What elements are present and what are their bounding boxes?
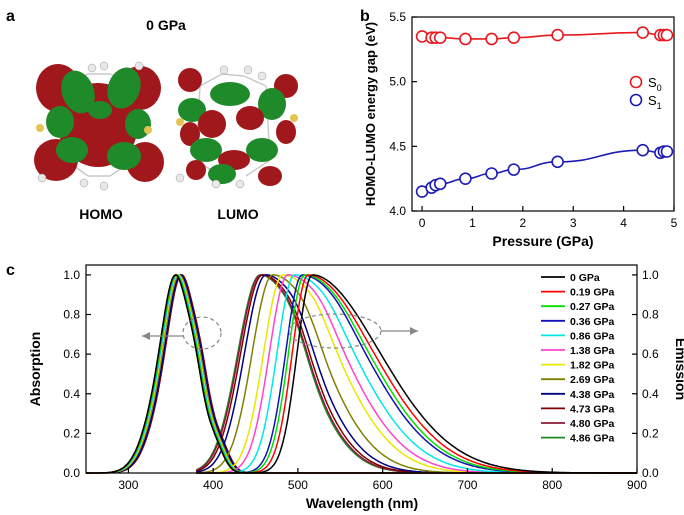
legend-marker-s1 xyxy=(629,93,643,107)
b-point-s1 xyxy=(433,177,447,191)
legend-marker-s0 xyxy=(629,75,643,89)
panel-b-fit-lines xyxy=(422,31,667,193)
panel-b-markers xyxy=(415,26,674,198)
legend-label-0-27: 0.27 GPa xyxy=(570,301,615,313)
c-ytick-label-left: 0.4 xyxy=(63,387,80,401)
panel-label-a: a xyxy=(6,8,15,25)
c-ytick-label-left: 0.6 xyxy=(63,347,80,361)
panel-b-axes: 0 1 2 3 4 5 4.0 4.5 5.0 5.5 xyxy=(389,10,677,230)
c-ytick-label-right: 0.4 xyxy=(642,387,659,401)
panel-a-title: 0 GPa xyxy=(146,17,186,33)
panel-b-frame xyxy=(411,16,675,212)
homo-label: HOMO xyxy=(79,206,123,222)
emission-arrowhead xyxy=(410,327,418,335)
b-ytick-label: 4.0 xyxy=(389,204,406,218)
c-ytick-label-left: 0.8 xyxy=(63,308,80,322)
legend-label-1-38: 1.38 GPa xyxy=(570,345,615,357)
panel-c-xlabel: Wavelength (nm) xyxy=(306,495,418,511)
b-xtick-label: 5 xyxy=(671,216,678,230)
panel-c-frame xyxy=(85,264,638,474)
b-ytick-label: 5.5 xyxy=(389,10,406,24)
legend-label-4-80: 4.80 GPa xyxy=(570,418,615,430)
c-ytick-label-right: 0.2 xyxy=(642,426,659,440)
panel-label-b: b xyxy=(360,8,370,25)
b-point-s1 xyxy=(485,167,498,180)
absorption-arrowhead xyxy=(142,332,150,340)
legend-label-0-19: 0.19 GPa xyxy=(570,287,615,299)
b-point-s1 xyxy=(660,145,674,158)
legend-label-4-38: 4.38 GPa xyxy=(570,389,615,401)
b-point-s0 xyxy=(433,31,447,44)
c-xtick-label: 400 xyxy=(203,478,223,492)
panel-b-xlabel: Pressure (GPa) xyxy=(492,233,593,249)
b-xtick-label: 1 xyxy=(469,216,476,230)
legend-label-0: 0 GPa xyxy=(570,272,600,284)
absorption-curve-0-86 xyxy=(86,274,637,474)
b-point-s0 xyxy=(507,31,521,44)
legend-label-s1: S1 xyxy=(648,93,662,111)
panel-c-spectra xyxy=(86,274,637,474)
legend-label-2-69: 2.69 GPa xyxy=(570,374,615,386)
panel-b-legend: S0 S1 xyxy=(629,75,662,111)
c-xtick-label: 700 xyxy=(457,478,477,492)
panel-c-legend: 0 GPa 0.19 GPa 0.27 GPa 0.36 GPa 0.86 GPa 1.3… xyxy=(541,272,615,445)
b-point-s1 xyxy=(507,163,521,176)
b-point-s0 xyxy=(636,26,650,39)
c-ytick-label-left: 1.0 xyxy=(63,268,80,282)
b-point-s1 xyxy=(459,172,472,185)
legend-label-4-86: 4.86 GPa xyxy=(570,433,615,445)
legend-label-0-86: 0.86 GPa xyxy=(570,330,615,342)
legend-label-4-73: 4.73 GPa xyxy=(570,403,615,415)
lumo-orbital-image xyxy=(175,65,298,189)
b-ytick-label: 4.5 xyxy=(389,139,406,153)
b-ytick-label: 5.0 xyxy=(389,75,406,89)
b-point-s1 xyxy=(551,155,564,169)
b-point-s0 xyxy=(551,28,564,42)
panel-label-c: c xyxy=(6,262,15,279)
b-point-s0 xyxy=(660,28,674,42)
c-ytick-label-right: 0.6 xyxy=(642,347,659,361)
c-ytick-label-left: 0.2 xyxy=(63,426,80,440)
lumo-label: LUMO xyxy=(217,206,258,222)
c-ytick-label-right: 0.8 xyxy=(642,308,659,322)
panel-a: a 0 GPa xyxy=(6,8,298,222)
b-point-s1 xyxy=(636,143,650,157)
panel-c-annotations xyxy=(142,313,418,350)
b-xtick-label: 3 xyxy=(570,216,577,230)
legend-label-0-36: 0.36 GPa xyxy=(570,316,615,328)
b-xtick-label: 2 xyxy=(520,216,527,230)
b-fit-line-s1 xyxy=(422,149,667,193)
b-point-s0 xyxy=(485,32,498,46)
homo-orbital-image xyxy=(34,61,164,191)
legend-label-s0: S0 xyxy=(648,75,662,93)
c-ytick-label-right: 0.0 xyxy=(642,466,659,480)
panel-b-ylabel: HOMO-LUMO energy gap (eV) xyxy=(363,22,378,206)
legend-label-1-82: 1.82 GPa xyxy=(570,360,615,372)
c-xtick-label: 900 xyxy=(627,478,647,492)
b-point-s0 xyxy=(459,32,472,46)
b-fit-line-s0 xyxy=(422,31,667,40)
c-xtick-label: 800 xyxy=(542,478,562,492)
absorption-marker-ellipse xyxy=(182,316,222,350)
c-xtick-label: 300 xyxy=(118,478,138,492)
c-xtick-label: 600 xyxy=(373,478,393,492)
panel-b: b 0 1 2 3 4 5 4.0 4.5 5.0 5.5 Pressure (GPa) HOMO… xyxy=(360,8,678,249)
c-ytick-label-right: 1.0 xyxy=(642,268,659,282)
c-ytick-label-left: 0.0 xyxy=(63,466,80,480)
c-xtick-label: 500 xyxy=(288,478,308,492)
panel-c-ylabel-right: Emission xyxy=(673,338,684,400)
b-xtick-label: 4 xyxy=(620,216,627,230)
b-xtick-label: 0 xyxy=(419,216,426,230)
panel-c-ylabel-left: Absorption xyxy=(27,332,43,407)
